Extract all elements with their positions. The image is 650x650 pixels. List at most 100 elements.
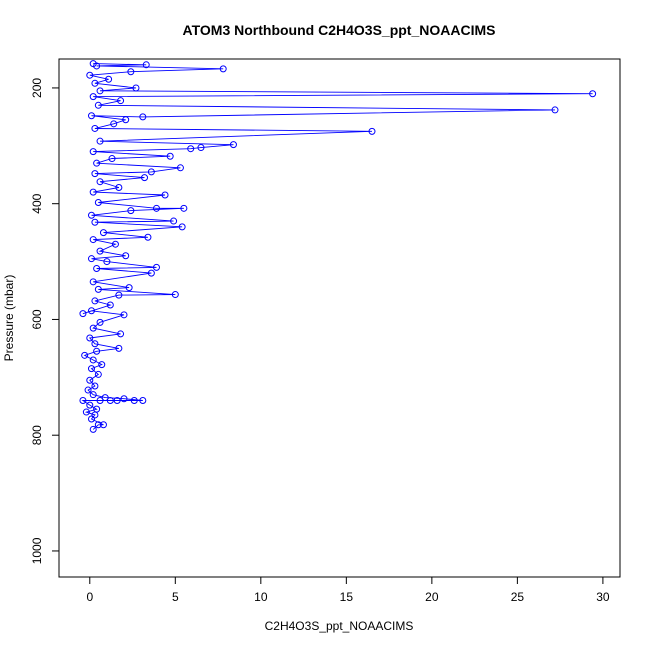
data-point [152, 204, 160, 212]
data-point [120, 395, 128, 403]
data-point [101, 394, 109, 402]
data-point [125, 284, 133, 292]
data-point [171, 291, 179, 299]
series-layer [79, 60, 597, 433]
data-point [368, 127, 376, 135]
data-point [176, 164, 184, 172]
data-point [178, 223, 186, 231]
series-line [81, 63, 593, 430]
data-point [103, 258, 111, 266]
data-point [94, 285, 102, 293]
y-tick-label: 1000 [30, 537, 44, 564]
data-point [87, 112, 95, 120]
data-point [87, 211, 95, 219]
data-point [94, 421, 102, 429]
data-point [93, 405, 101, 413]
data-point [551, 106, 559, 114]
data-point [86, 71, 94, 79]
data-point [132, 84, 140, 92]
data-point [99, 421, 107, 429]
data-point [81, 351, 89, 359]
data-point [89, 391, 97, 399]
data-point [180, 204, 188, 212]
data-point [229, 141, 237, 149]
x-tick-label: 0 [86, 590, 93, 604]
data-point [87, 415, 95, 423]
data-point [82, 408, 90, 416]
data-point [147, 269, 155, 277]
data-point [79, 310, 87, 318]
data-point [166, 152, 174, 160]
y-tick-label: 200 [30, 78, 44, 98]
x-tick-label: 30 [596, 590, 610, 604]
data-point [130, 396, 138, 404]
data-point [152, 263, 160, 271]
data-point [84, 386, 92, 394]
data-point [93, 265, 101, 273]
data-point [98, 361, 106, 369]
data-point [94, 199, 102, 207]
data-point [91, 170, 99, 178]
data-point [89, 278, 97, 286]
data-point [127, 207, 135, 215]
data-point [91, 340, 99, 348]
data-point [187, 145, 195, 153]
data-point [79, 396, 87, 404]
x-tick-label: 15 [340, 590, 354, 604]
data-point [170, 217, 178, 225]
data-point [197, 144, 205, 152]
x-tick-label: 5 [172, 590, 179, 604]
data-point [89, 324, 97, 332]
data-point [141, 174, 149, 182]
data-point [96, 247, 104, 255]
data-point [94, 370, 102, 378]
chart-title: ATOM3 Northbound C2H4O3S_ppt_NOAACIMS [183, 22, 496, 38]
data-point [86, 401, 94, 409]
data-point [113, 396, 121, 404]
data-point [86, 334, 94, 342]
data-point [127, 68, 135, 76]
x-tick-label: 10 [254, 590, 268, 604]
x-tick-label: 20 [425, 590, 439, 604]
data-point [122, 252, 130, 260]
data-point [91, 297, 99, 305]
data-point [111, 240, 119, 248]
data-point [161, 191, 169, 199]
data-point [115, 344, 123, 352]
data-point [87, 307, 95, 315]
x-axis: 0 5 10 15 20 25 30 [86, 576, 610, 604]
data-point [87, 255, 95, 263]
data-point [89, 60, 97, 68]
data-point [117, 97, 125, 105]
data-point [94, 101, 102, 109]
data-point [122, 116, 130, 124]
data-point [91, 382, 99, 390]
data-point [147, 168, 155, 176]
data-point [139, 113, 147, 121]
y-tick-label: 400 [30, 193, 44, 213]
plot-frame [58, 58, 621, 578]
data-point [89, 236, 97, 244]
data-point [86, 376, 94, 384]
data-point [96, 87, 104, 95]
data-point [589, 90, 597, 98]
data-point [96, 137, 104, 145]
data-point [91, 124, 99, 132]
data-point [96, 396, 104, 404]
x-axis-label: C2H4O3S_ppt_NOAACIMS [265, 619, 414, 633]
data-point [105, 75, 113, 83]
data-point [89, 148, 97, 156]
data-point [93, 347, 101, 355]
data-point [99, 229, 107, 237]
data-point [96, 318, 104, 326]
data-point [115, 183, 123, 191]
data-point [93, 159, 101, 167]
data-point [117, 330, 125, 338]
data-point [87, 365, 95, 373]
data-point [96, 178, 104, 186]
data-point [106, 396, 114, 404]
data-point [89, 188, 97, 196]
data-point [89, 93, 97, 101]
data-point [108, 155, 116, 163]
